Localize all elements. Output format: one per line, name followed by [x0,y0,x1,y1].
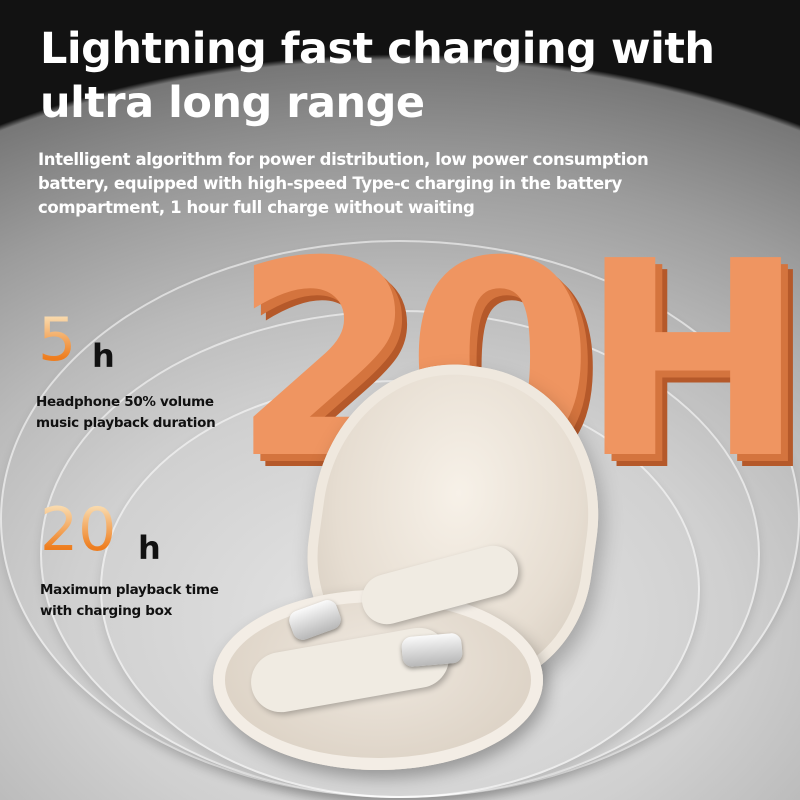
subtitle-line: battery, equipped with high-speed Type-c… [38,174,622,193]
subtitle: Intelligent algorithm for power distribu… [38,148,678,220]
subtitle-line: compartment, 1 hour full charge without … [38,198,475,217]
stat-value: 20 [40,495,117,565]
caption-line: Maximum playback time [40,582,219,598]
title-line: ultra long range [40,78,425,128]
stat-value: 5 [38,305,77,375]
earbud-speaker-pod [400,632,464,668]
stat-caption: Headphone 50% volume music playback dura… [36,392,216,434]
title-line: Lightning fast charging with [40,24,715,74]
stat-unit: h [138,529,161,567]
page-title: Lightning fast charging with ultra long … [40,22,715,130]
caption-line: with charging box [40,603,173,619]
stat-unit: h [92,337,115,375]
caption-line: Headphone 50% volume [36,394,214,410]
subtitle-line: Intelligent algorithm for power distribu… [38,150,649,169]
stat-caption: Maximum playback time with charging box [40,580,219,622]
caption-line: music playback duration [36,415,216,431]
